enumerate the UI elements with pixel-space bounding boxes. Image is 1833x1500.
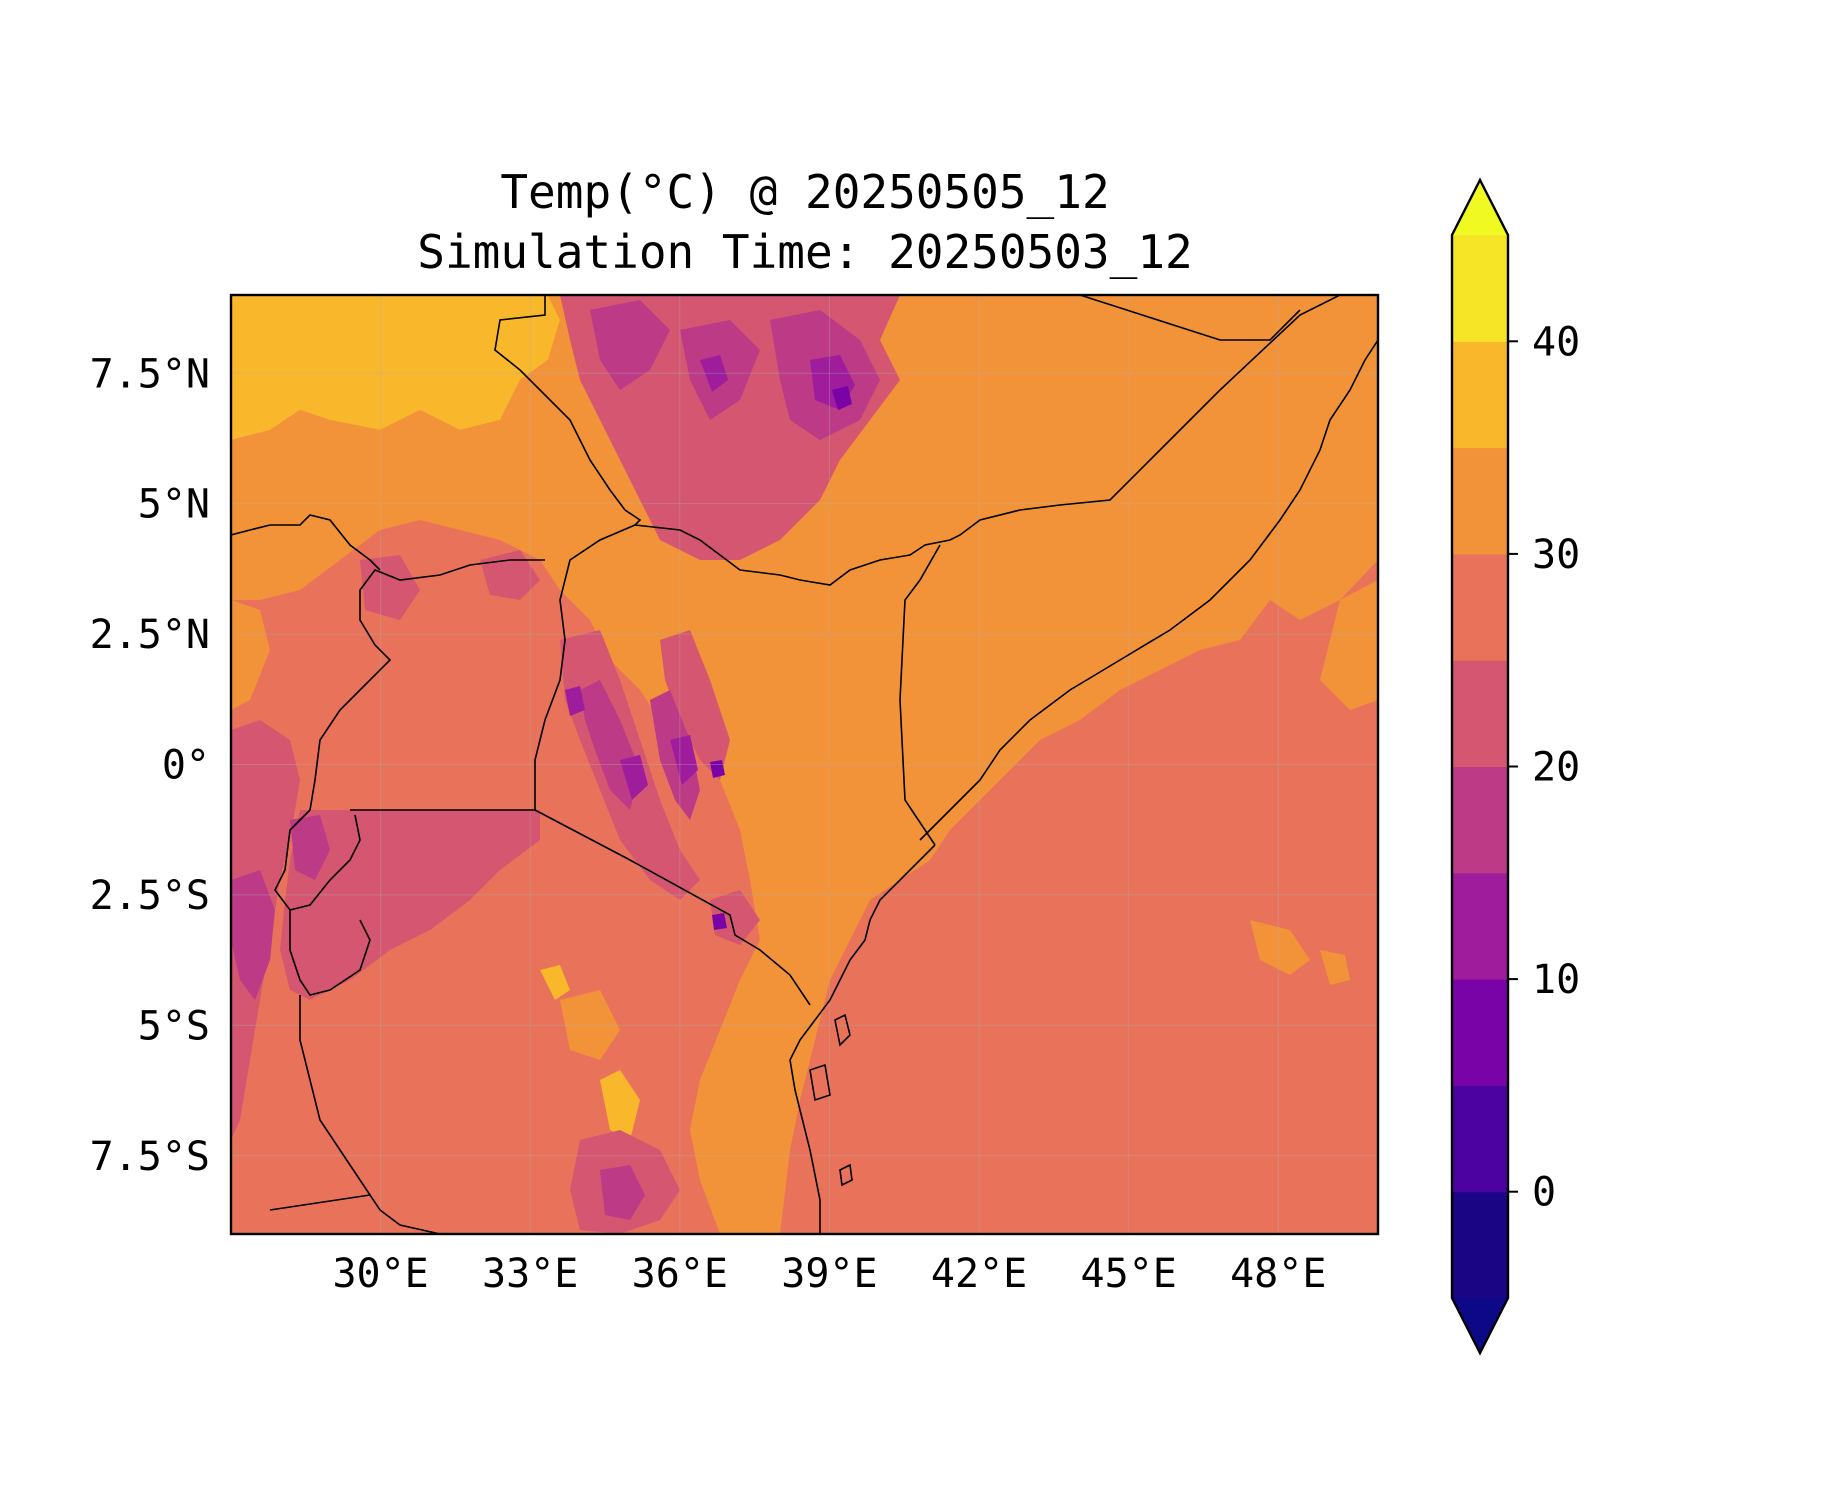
- map-area: [231, 295, 1378, 1234]
- lon-tick-label: 33°E: [482, 1251, 578, 1297]
- colorbar-band: [1452, 1085, 1508, 1193]
- lon-tick-label: 36°E: [632, 1251, 728, 1297]
- colorbar-band: [1452, 1191, 1508, 1299]
- lat-tick-label: 7.5°S: [90, 1134, 210, 1180]
- country-borders: [231, 295, 1378, 1234]
- colorbar-over-arrow: [1452, 180, 1508, 235]
- lon-tick-label: 39°E: [781, 1251, 877, 1297]
- lat-tick-label: 7.5°N: [90, 351, 210, 397]
- map-frame: [229, 293, 1380, 1236]
- colorbar-band: [1452, 447, 1508, 555]
- colorbar-under-arrow: [1452, 1298, 1508, 1353]
- colorbar-tick-label: 0: [1532, 1170, 1556, 1216]
- longitude-tick-labels: 30°E 33°E 36°E 39°E 42°E 45°E 48°E: [332, 1251, 1326, 1297]
- colorbar-band: [1452, 979, 1508, 1086]
- title-line-2: Simulation Time: 20250503_12: [417, 225, 1192, 279]
- map-gridlines: [231, 295, 1378, 1234]
- colorbar-band: [1452, 341, 1508, 449]
- temperature-band-10-15: [565, 355, 855, 800]
- colorbar-ticks: 0 10 20 30 40: [1508, 319, 1580, 1216]
- lon-tick-label: 30°E: [332, 1251, 428, 1297]
- colorbar-band: [1452, 660, 1508, 767]
- lat-tick-label: 5°N: [138, 482, 210, 528]
- lon-tick-label: 42°E: [931, 1251, 1027, 1297]
- lat-tick-label: 5°S: [138, 1003, 210, 1049]
- temperature-band-5-10: [710, 386, 852, 930]
- temperature-colorbar: 0 10 20 30 40: [1450, 177, 1580, 1356]
- colorbar-outline: [1450, 177, 1510, 1356]
- colorbar-tick-label: 30: [1532, 532, 1580, 578]
- colorbar-band: [1452, 766, 1508, 874]
- lon-tick-label: 45°E: [1080, 1251, 1176, 1297]
- lon-tick-label: 48°E: [1230, 1251, 1326, 1297]
- temperature-band-30-35: [231, 295, 1378, 1234]
- title-line-1: Temp(°C) @ 20250505_12: [500, 165, 1109, 219]
- colorbar-band: [1452, 872, 1508, 980]
- colorbar-color-bands: [1452, 235, 1508, 1299]
- latitude-tick-labels: 7.5°N 5°N 2.5°N 0° 2.5°S 5°S 7.5°S: [90, 351, 210, 1180]
- lat-tick-label: 0°: [162, 743, 210, 789]
- colorbar-tick-label: 10: [1532, 957, 1580, 1003]
- lat-tick-label: 2.5°S: [90, 873, 210, 919]
- colorbar-band: [1452, 553, 1508, 661]
- colorbar-band: [1452, 235, 1508, 342]
- colorbar-tick-label: 40: [1532, 319, 1580, 365]
- colorbar-tick-label: 20: [1532, 745, 1580, 791]
- lat-tick-label: 2.5°N: [90, 612, 210, 658]
